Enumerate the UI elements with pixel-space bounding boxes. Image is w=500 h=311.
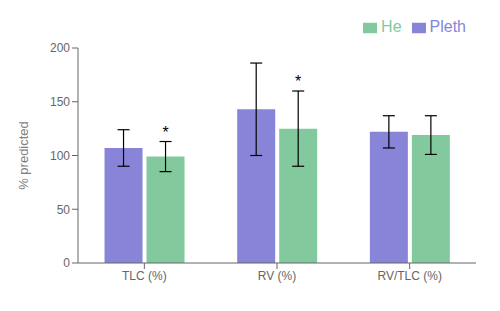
svg-text:*: * (295, 73, 301, 90)
svg-text:0: 0 (63, 256, 70, 270)
svg-text:RV/TLC (%): RV/TLC (%) (377, 269, 441, 283)
html-text:He: He (381, 18, 402, 35)
svg-text:150: 150 (50, 95, 70, 109)
html-text:Pleth: Pleth (429, 18, 466, 35)
svg-text:50: 50 (57, 203, 71, 217)
svg-text:200: 200 (50, 41, 70, 55)
svg-text:% predicted: % predicted (16, 121, 31, 190)
svg-text:TLC (%): TLC (%) (122, 269, 167, 283)
svg-text:RV (%): RV (%) (258, 269, 296, 283)
svg-text:100: 100 (50, 149, 70, 163)
svg-text:*: * (162, 124, 168, 141)
